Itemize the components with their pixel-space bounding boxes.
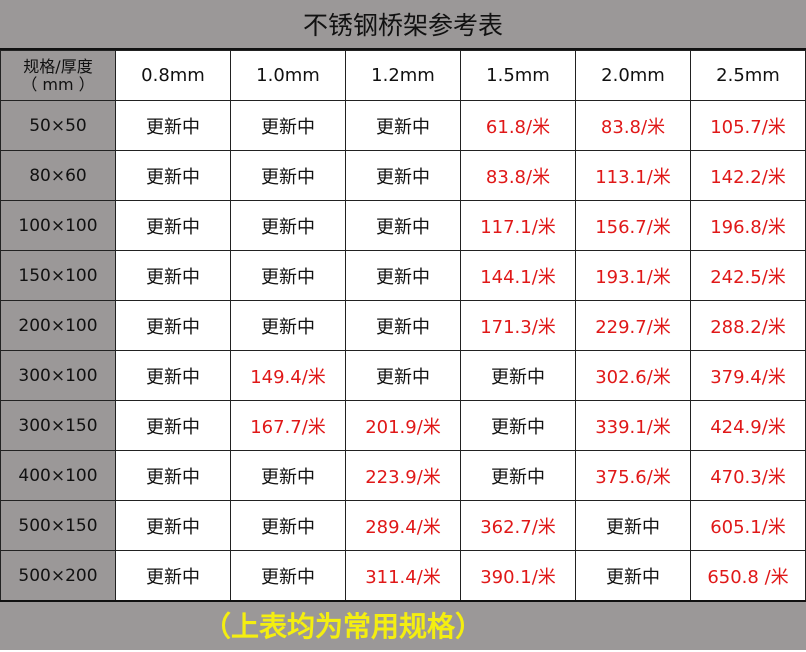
pending-cell: 更新中 [230, 500, 346, 551]
price-cell: 605.1/米 [690, 500, 806, 551]
price-cell: 117.1/米 [460, 200, 576, 251]
pending-cell: 更新中 [460, 400, 576, 451]
table-row: 500×150 更新中 更新中 289.4/米 362.7/米 更新中 605.1/米 [0, 500, 806, 551]
pending-cell: 更新中 [115, 200, 231, 251]
corner-label-unit: （ mm ） [21, 74, 95, 94]
price-cell: 470.3/米 [690, 450, 806, 501]
price-cell: 144.1/米 [460, 250, 576, 301]
price-cell: 339.1/米 [575, 400, 691, 451]
row-spec-label: 150×100 [0, 250, 116, 301]
price-cell: 242.5/米 [690, 250, 806, 301]
pending-cell: 更新中 [115, 300, 231, 351]
pending-cell: 更新中 [575, 500, 691, 551]
pending-cell: 更新中 [230, 250, 346, 301]
pending-cell: 更新中 [345, 300, 461, 351]
price-cell: 390.1/米 [460, 550, 576, 601]
pending-cell: 更新中 [230, 550, 346, 601]
price-cell: 379.4/米 [690, 350, 806, 401]
footer-note: （上表均为常用规格） [0, 600, 806, 650]
column-header-1-5mm: 1.5mm [460, 50, 576, 101]
price-cell: 424.9/米 [690, 400, 806, 451]
column-header-2-5mm: 2.5mm [690, 50, 806, 101]
table-row: 500×200 更新中 更新中 311.4/米 390.1/米 更新中 650.8 /米 [0, 550, 806, 601]
row-spec-label: 500×150 [0, 500, 116, 551]
pending-cell: 更新中 [115, 350, 231, 401]
pending-cell: 更新中 [575, 550, 691, 601]
price-cell: 201.9/米 [345, 400, 461, 451]
pending-cell: 更新中 [115, 400, 231, 451]
row-spec-label: 500×200 [0, 550, 116, 601]
column-header-1-0mm: 1.0mm [230, 50, 346, 101]
table-row: 80×60 更新中 更新中 更新中 83.8/米 113.1/米 142.2/米 [0, 150, 806, 201]
corner-label-spec: 规格/厚度 [23, 56, 93, 76]
price-cell: 650.8 /米 [690, 550, 806, 601]
price-table: 规格/厚度 （ mm ） 0.8mm 1.0mm 1.2mm 1.5mm 2.0mm 2.… [0, 50, 806, 601]
row-spec-label: 80×60 [0, 150, 116, 201]
price-cell: 362.7/米 [460, 500, 576, 551]
price-cell: 156.7/米 [575, 200, 691, 251]
price-cell: 105.7/米 [690, 100, 806, 151]
column-header-2-0mm: 2.0mm [575, 50, 691, 101]
price-cell: 167.7/米 [230, 400, 346, 451]
pending-cell: 更新中 [460, 450, 576, 501]
pending-cell: 更新中 [115, 150, 231, 201]
table-body: 50×50 更新中 更新中 更新中 61.8/米 83.8/米 105.7/米 80×60 更新… [0, 100, 806, 601]
price-cell: 311.4/米 [345, 550, 461, 601]
table-row: 200×100 更新中 更新中 更新中 171.3/米 229.7/米 288.2/米 [0, 300, 806, 351]
pending-cell: 更新中 [115, 250, 231, 301]
pending-cell: 更新中 [460, 350, 576, 401]
price-cell: 289.4/米 [345, 500, 461, 551]
pending-cell: 更新中 [345, 250, 461, 301]
price-cell: 113.1/米 [575, 150, 691, 201]
row-spec-label: 400×100 [0, 450, 116, 501]
pending-cell: 更新中 [345, 150, 461, 201]
header-row: 规格/厚度 （ mm ） 0.8mm 1.0mm 1.2mm 1.5mm 2.0mm 2.… [0, 50, 806, 101]
pending-cell: 更新中 [115, 500, 231, 551]
price-cell: 302.6/米 [575, 350, 691, 401]
pending-cell: 更新中 [230, 450, 346, 501]
table-row: 150×100 更新中 更新中 更新中 144.1/米 193.1/米 242.5/米 [0, 250, 806, 301]
pending-cell: 更新中 [230, 200, 346, 251]
table-row: 300×150 更新中 167.7/米 201.9/米 更新中 339.1/米 424.9/… [0, 400, 806, 451]
price-cell: 142.2/米 [690, 150, 806, 201]
price-cell: 193.1/米 [575, 250, 691, 301]
table-row: 300×100 更新中 149.4/米 更新中 更新中 302.6/米 379.4/米 [0, 350, 806, 401]
corner-header: 规格/厚度 （ mm ） [0, 50, 116, 101]
column-header-1-2mm: 1.2mm [345, 50, 461, 101]
row-spec-label: 300×150 [0, 400, 116, 451]
price-cell: 149.4/米 [230, 350, 346, 401]
price-cell: 196.8/米 [690, 200, 806, 251]
table-row: 400×100 更新中 更新中 223.9/米 更新中 375.6/米 470.3/米 [0, 450, 806, 501]
price-cell: 375.6/米 [575, 450, 691, 501]
pending-cell: 更新中 [115, 450, 231, 501]
pending-cell: 更新中 [345, 350, 461, 401]
price-cell: 171.3/米 [460, 300, 576, 351]
price-cell: 83.8/米 [460, 150, 576, 201]
column-header-0-8mm: 0.8mm [115, 50, 231, 101]
pending-cell: 更新中 [345, 100, 461, 151]
pending-cell: 更新中 [115, 550, 231, 601]
pending-cell: 更新中 [115, 100, 231, 151]
price-cell: 83.8/米 [575, 100, 691, 151]
pending-cell: 更新中 [230, 150, 346, 201]
price-cell: 288.2/米 [690, 300, 806, 351]
price-cell: 61.8/米 [460, 100, 576, 151]
pending-cell: 更新中 [230, 300, 346, 351]
pending-cell: 更新中 [230, 100, 346, 151]
table-row: 100×100 更新中 更新中 更新中 117.1/米 156.7/米 196.8/米 [0, 200, 806, 251]
price-cell: 229.7/米 [575, 300, 691, 351]
price-cell: 223.9/米 [345, 450, 461, 501]
row-spec-label: 100×100 [0, 200, 116, 251]
row-spec-label: 200×100 [0, 300, 116, 351]
pending-cell: 更新中 [345, 200, 461, 251]
table-row: 50×50 更新中 更新中 更新中 61.8/米 83.8/米 105.7/米 [0, 100, 806, 151]
row-spec-label: 50×50 [0, 100, 116, 151]
table-title: 不锈钢桥架参考表 [0, 0, 806, 50]
row-spec-label: 300×100 [0, 350, 116, 401]
